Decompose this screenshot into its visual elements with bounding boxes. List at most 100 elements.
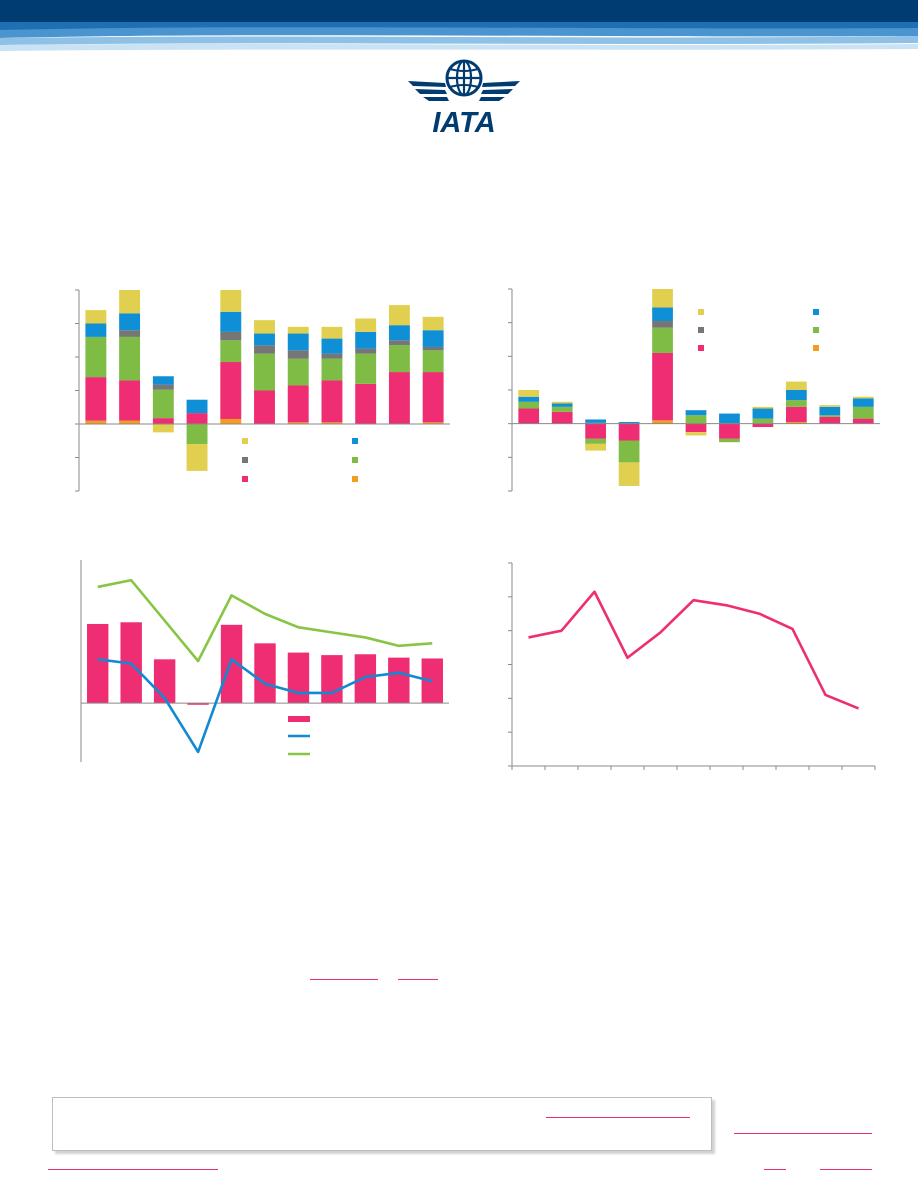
chart1-bar-7-cyan [321, 338, 343, 354]
chart1-bar-6-yellow [287, 326, 309, 334]
inline-link-2[interactable] [398, 979, 438, 980]
chart1-bar-1-gray [119, 330, 141, 337]
chart2-bar-4-green [652, 327, 673, 353]
header-band [0, 0, 918, 51]
chart1-bar-4-green [220, 340, 242, 363]
chart1-bar-10-green [422, 350, 444, 373]
chart1-bar-0-yellow [85, 310, 107, 324]
chart1-bar-6-green [287, 358, 309, 386]
chart3-legend-swatch-bar [288, 716, 310, 722]
chart3-bar-4 [220, 624, 243, 704]
chart1-legend-swatch-1 [352, 438, 358, 444]
chart2-bar-10-cyan [852, 398, 874, 407]
chart2-bar-9-cyan [819, 406, 841, 416]
note-box-link[interactable] [546, 1117, 690, 1118]
chart2-bar-7-pink [752, 423, 774, 428]
chart2-bar-8-pink [785, 406, 807, 422]
chart2-bar-5-yellow [685, 432, 707, 436]
chart2-bar-2-green [585, 438, 607, 444]
chart1-bar-5-cyan [254, 333, 275, 346]
chart2-bar-2-pink [585, 423, 607, 439]
chart1-bar-0-cyan [85, 323, 107, 337]
chart1-bar-2-cyan [152, 376, 174, 385]
chart1-bar-5-yellow [254, 320, 275, 334]
chart1-bar-3-pink [186, 413, 208, 424]
chart2-bar-4-yellow [652, 289, 673, 308]
chart1-bar-8-green [355, 353, 377, 384]
chart1-bar-6-cyan [287, 333, 309, 351]
line-chart [508, 562, 876, 770]
chart1-bar-7-gray [321, 353, 343, 359]
chart1-bar-0-green [85, 336, 107, 378]
chart1-bar-7-orange [321, 422, 343, 424]
footer-link-left[interactable] [48, 1169, 218, 1170]
chart2-bar-3-pink [618, 423, 640, 441]
chart2-bar-8-cyan [785, 390, 807, 401]
chart2-bar-6-pink [719, 423, 740, 439]
chart2-bar-0-cyan [518, 396, 540, 402]
chart2-legend-swatch-0 [698, 309, 704, 315]
bar-line-combo-chart [80, 560, 449, 762]
chart1-bar-5-green [254, 353, 275, 391]
footer-link-right-1[interactable] [764, 1169, 786, 1170]
header-band-wave-3 [0, 44, 918, 51]
stacked-bar-chart-1 [75, 289, 450, 492]
header-band-wave-2 [0, 36, 918, 45]
chart2-bar-2-yellow [585, 443, 607, 451]
chart2-bar-9-pink [819, 416, 841, 424]
chart1-bar-8-cyan [355, 331, 377, 349]
chart2-bar-8-green [785, 400, 807, 407]
chart1-bar-5-pink [254, 390, 275, 424]
inline-link-1[interactable] [310, 979, 378, 980]
chart2-bar-1-green [551, 406, 573, 412]
right-wing-icon [479, 81, 520, 101]
chart2-bar-8-orange [785, 421, 807, 424]
chart2-bar-6-green [719, 438, 740, 443]
chart2-bar-1-cyan [551, 403, 573, 407]
chart1-bar-2-yellow [152, 424, 174, 433]
chart2-bar-8-yellow [785, 381, 807, 390]
chart4-series-line [528, 590, 859, 710]
side-link[interactable] [734, 1133, 872, 1134]
chart3-bar-3 [187, 703, 209, 705]
chart1-bar-0-pink [85, 377, 107, 421]
header-band-blue [0, 22, 918, 30]
chart2-legend-swatch-2 [698, 327, 704, 333]
chart2-bar-5-green [685, 415, 707, 424]
chart2-bar-3-cyan [618, 421, 640, 424]
chart2-bar-4-gray [652, 320, 673, 328]
chart1-bar-3-yellow [186, 444, 208, 471]
chart1-bar-9-yellow [388, 305, 410, 326]
chart3-series-line-green [97, 578, 433, 663]
chart2-legend-swatch-3 [813, 327, 819, 333]
footer-link-right-2[interactable] [820, 1169, 872, 1170]
chart2-bar-5-pink [685, 423, 707, 433]
chart2-bar-9-yellow [819, 405, 841, 407]
chart1-bar-7-green [321, 358, 343, 381]
chart2-bar-1-pink [551, 411, 573, 424]
chart1-legend-swatch-0 [242, 438, 248, 444]
chart1-bar-7-yellow [321, 326, 343, 339]
chart1-bar-0-orange [85, 420, 107, 424]
chart2-bar-7-green [752, 418, 774, 424]
chart2-bar-7-cyan [752, 408, 774, 419]
chart2-bar-2-cyan [585, 419, 607, 423]
chart2-bar-3-green [618, 440, 640, 463]
chart2-bar-0-yellow [518, 390, 540, 397]
chart3-bar-8 [354, 654, 377, 704]
chart1-bar-1-green [119, 336, 141, 381]
chart1-bar-1-orange [119, 420, 141, 424]
chart1-bar-6-orange [287, 422, 309, 424]
chart1-bar-4-cyan [220, 311, 242, 332]
chart2-bar-4-pink [652, 352, 673, 421]
chart2-bar-6-cyan [719, 413, 740, 424]
chart1-legend-swatch-2 [242, 457, 248, 463]
chart1-bar-1-yellow [119, 290, 141, 314]
chart1-bar-4-gray [220, 331, 242, 341]
chart2-bar-7-yellow [752, 406, 774, 409]
stacked-bar-chart-2 [508, 288, 880, 492]
chart1-bar-2-gray [152, 384, 174, 390]
chart1-bar-7-pink [321, 380, 343, 423]
chart3-bar-7 [321, 655, 343, 704]
chart1-bar-9-pink [388, 372, 410, 424]
